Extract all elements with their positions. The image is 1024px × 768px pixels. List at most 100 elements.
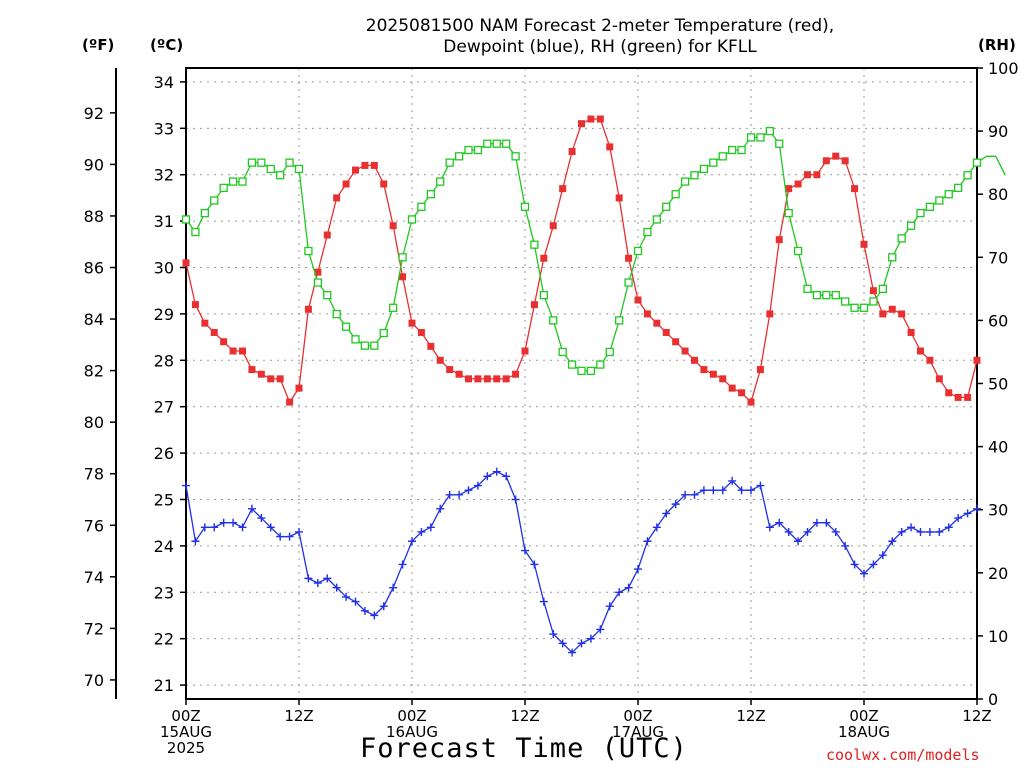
data-point [738,389,746,397]
series-temperature [182,115,981,406]
data-point [276,171,285,180]
data-point [945,389,953,397]
data-point [709,486,718,495]
data-point [888,253,897,262]
data-point [436,356,444,364]
data-point [248,366,256,374]
data-point [737,486,746,495]
data-point [671,190,680,199]
data-point [916,527,925,536]
data-point [699,486,708,495]
data-point [257,370,265,378]
data-point [407,215,417,224]
data-point [747,398,755,406]
data-point [624,278,633,287]
data-point [813,171,821,179]
data-point [201,319,209,327]
data-point [417,328,425,336]
data-point [643,227,652,237]
data-point [578,120,585,128]
celsius-tick-label: 33 [154,119,174,138]
data-point [832,152,840,160]
fahrenheit-tick-label: 74 [84,568,104,587]
fahrenheit-tick-label: 90 [84,155,104,174]
data-point [483,375,491,383]
data-point [521,347,529,355]
data-point [699,164,709,174]
data-point [878,551,887,560]
data-point [304,574,313,583]
data-point [483,472,492,481]
series-line-dewpoint [185,470,978,654]
data-point [238,177,247,186]
data-point [539,597,548,606]
data-point [954,183,963,193]
data-point [247,158,257,167]
data-point [634,296,642,304]
data-point [634,565,642,574]
data-point [549,316,558,325]
data-point [511,495,520,504]
plot-frame [185,67,978,700]
data-point [380,180,388,188]
data-point [860,240,868,248]
data-point [352,166,359,174]
rh-tick-label: 100 [988,59,1019,78]
data-point [464,486,473,495]
data-point [615,588,624,597]
data-point [238,523,247,532]
x-tick-label: 12Z [962,707,991,725]
data-point [605,347,614,357]
x-tick-label: 00Z [171,707,200,725]
data-point [342,592,351,601]
data-point [718,486,727,495]
data-point [313,278,322,287]
rh-tick-label: 80 [988,185,1008,204]
data-point [775,139,784,148]
data-point [436,504,445,513]
data-point [973,356,981,364]
data-point [869,560,878,569]
fahrenheit-tick-label: 78 [84,465,104,484]
data-point [596,115,604,123]
data-point [812,518,821,527]
data-point [229,347,237,355]
series-line-temperature [185,118,978,404]
x-tick-label: 12Z [736,707,765,725]
data-point [841,541,850,550]
fahrenheit-tick-label: 80 [84,413,104,432]
data-point [690,490,699,499]
data-point [455,490,464,499]
data-point [765,126,774,136]
data-point [530,560,539,569]
data-point [812,291,822,300]
data-point [521,546,529,555]
data-point [276,532,285,541]
data-point [794,180,802,188]
data-point [191,227,200,237]
data-point [266,523,275,532]
data-point [907,328,915,336]
data-point [822,518,831,527]
data-point [935,527,944,536]
data-point [831,291,840,300]
data-point [728,384,736,392]
data-point [219,183,228,193]
data-point [906,221,916,230]
data-point [559,185,567,193]
fahrenheit-tick-label: 70 [84,671,104,690]
data-point [765,523,774,532]
fahrenheit-tick-label: 92 [84,104,104,123]
data-point [596,625,605,634]
data-point [379,328,388,338]
data-point [935,375,943,383]
data-point [360,341,370,350]
data-point [210,523,219,532]
data-point [944,190,953,199]
data-point [916,208,925,218]
data-point [785,185,793,193]
data-point [747,486,755,495]
celsius-tick-label: 22 [154,630,174,649]
rh-tick-label: 70 [988,248,1008,267]
data-point [822,157,830,165]
